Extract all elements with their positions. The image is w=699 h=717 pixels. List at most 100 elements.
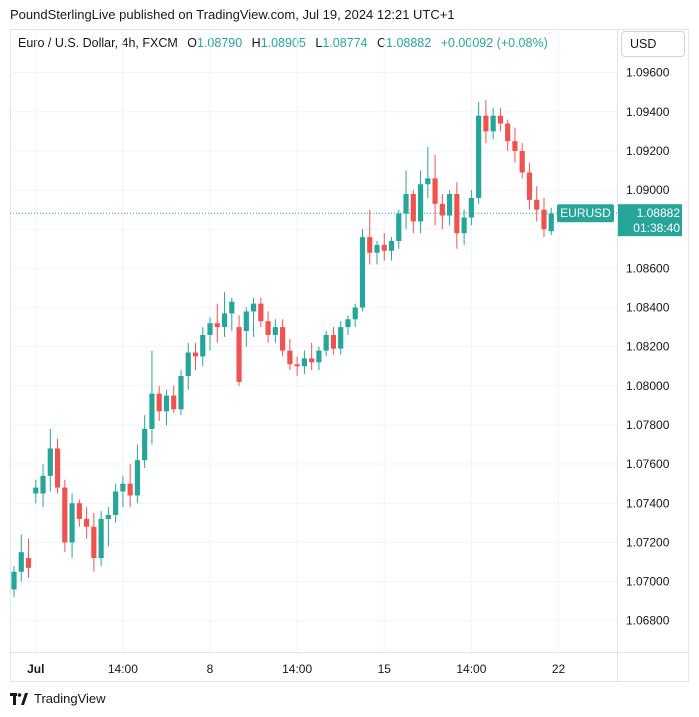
candle-body [98,518,104,559]
candle-body [396,213,402,241]
tradingview-logo-icon [10,692,28,705]
candle-up[interactable] [323,331,329,357]
candle-up[interactable] [185,342,191,390]
y-tick-label: 1.08000 [626,379,670,393]
candle-down[interactable] [214,303,220,343]
candle-body [214,323,220,328]
high-label: H [251,36,261,50]
candle-down[interactable] [439,194,445,230]
y-tick-label: 1.08200 [626,340,670,354]
candle-down[interactable] [91,513,97,572]
candle-up[interactable] [47,428,53,492]
candle-body [250,303,257,312]
candle-down[interactable] [497,107,504,132]
candle-body [149,393,155,429]
candle-body [91,526,97,559]
candle-up[interactable] [243,307,249,347]
candle-down[interactable] [236,315,242,386]
candle-down[interactable] [192,342,199,371]
candle-down[interactable] [432,154,438,226]
candle-up[interactable] [548,207,554,236]
currency-button[interactable]: USD [621,31,685,57]
candle-up[interactable] [221,291,228,337]
candle-up[interactable] [178,370,184,416]
candle-up[interactable] [207,317,213,351]
candle-up[interactable] [374,240,380,265]
candle-up[interactable] [476,102,482,204]
candle-down[interactable] [84,507,90,539]
candle-down[interactable] [309,342,315,371]
candle-up[interactable] [447,190,453,226]
candle-up[interactable] [425,147,431,198]
candle-down[interactable] [454,182,460,249]
candle-up[interactable] [359,229,366,312]
candle-body [338,327,344,349]
candle-down[interactable] [410,190,416,234]
candle-up[interactable] [316,346,322,371]
candle-down[interactable] [25,538,32,578]
candle-up[interactable] [18,534,24,582]
candle-up[interactable] [417,170,424,234]
candle-up[interactable] [134,444,141,504]
candle-up[interactable] [272,319,278,343]
candle-up[interactable] [149,350,155,445]
last-price-tag [618,204,682,237]
x-tick-label: 14:00 [282,662,312,676]
candle-down[interactable] [505,119,511,151]
candle-up[interactable] [105,507,111,547]
candle-down[interactable] [171,385,177,414]
candle-down[interactable] [367,209,373,265]
candle-down[interactable] [512,127,518,163]
candle-body [127,483,133,496]
candle-up[interactable] [388,237,395,261]
candle-up[interactable] [229,297,235,332]
candle-down[interactable] [526,162,533,210]
candle-body [200,334,206,357]
candle-up[interactable] [338,321,344,355]
candle-up[interactable] [490,107,496,140]
candle-down[interactable] [381,233,387,261]
candle-down[interactable] [280,319,286,357]
candle-up[interactable] [120,475,126,508]
candle-down[interactable] [156,385,162,422]
close-label: C [377,36,387,50]
candle-up[interactable] [69,493,75,559]
candle-up[interactable] [40,464,46,508]
candle-down[interactable] [534,186,540,222]
candle-down[interactable] [330,327,337,355]
candle-up[interactable] [33,479,39,504]
candle-body [301,358,307,367]
candle-up[interactable] [200,327,206,367]
y-tick-label: 1.08400 [626,301,670,315]
candle-up[interactable] [396,209,402,249]
candle-up[interactable] [250,297,257,337]
ohlc-legend: Euro / U.S. Dollar, 4h, FXCM O1.08790 H1… [18,36,548,50]
candle-down[interactable] [258,297,264,328]
footer-branding[interactable]: TradingView [10,691,106,706]
candle-down[interactable] [541,197,547,238]
candle-up[interactable] [403,170,409,230]
candle-up[interactable] [468,190,474,226]
candle-up[interactable] [11,565,17,598]
candle-down[interactable] [127,464,133,508]
candle-down[interactable] [483,100,489,144]
candle-up[interactable] [142,415,148,469]
candle-down[interactable] [287,338,293,371]
candle-up[interactable] [113,483,119,523]
candle-up[interactable] [352,303,358,328]
candle-up[interactable] [461,209,467,245]
candle-body [272,327,278,335]
candle-up[interactable] [345,315,351,335]
candle-body [76,503,82,519]
candle-down[interactable] [519,143,525,179]
candle-down[interactable] [62,479,68,553]
candle-up[interactable] [163,389,170,425]
candle-down[interactable] [76,499,82,527]
candle-up[interactable] [301,350,307,375]
candle-down[interactable] [265,311,271,343]
candle-down[interactable] [294,356,300,377]
symbol-title[interactable]: Euro / U.S. Dollar, 4h, FXCM [18,36,178,50]
candle-up[interactable] [98,511,104,566]
candle-down[interactable] [54,438,61,494]
